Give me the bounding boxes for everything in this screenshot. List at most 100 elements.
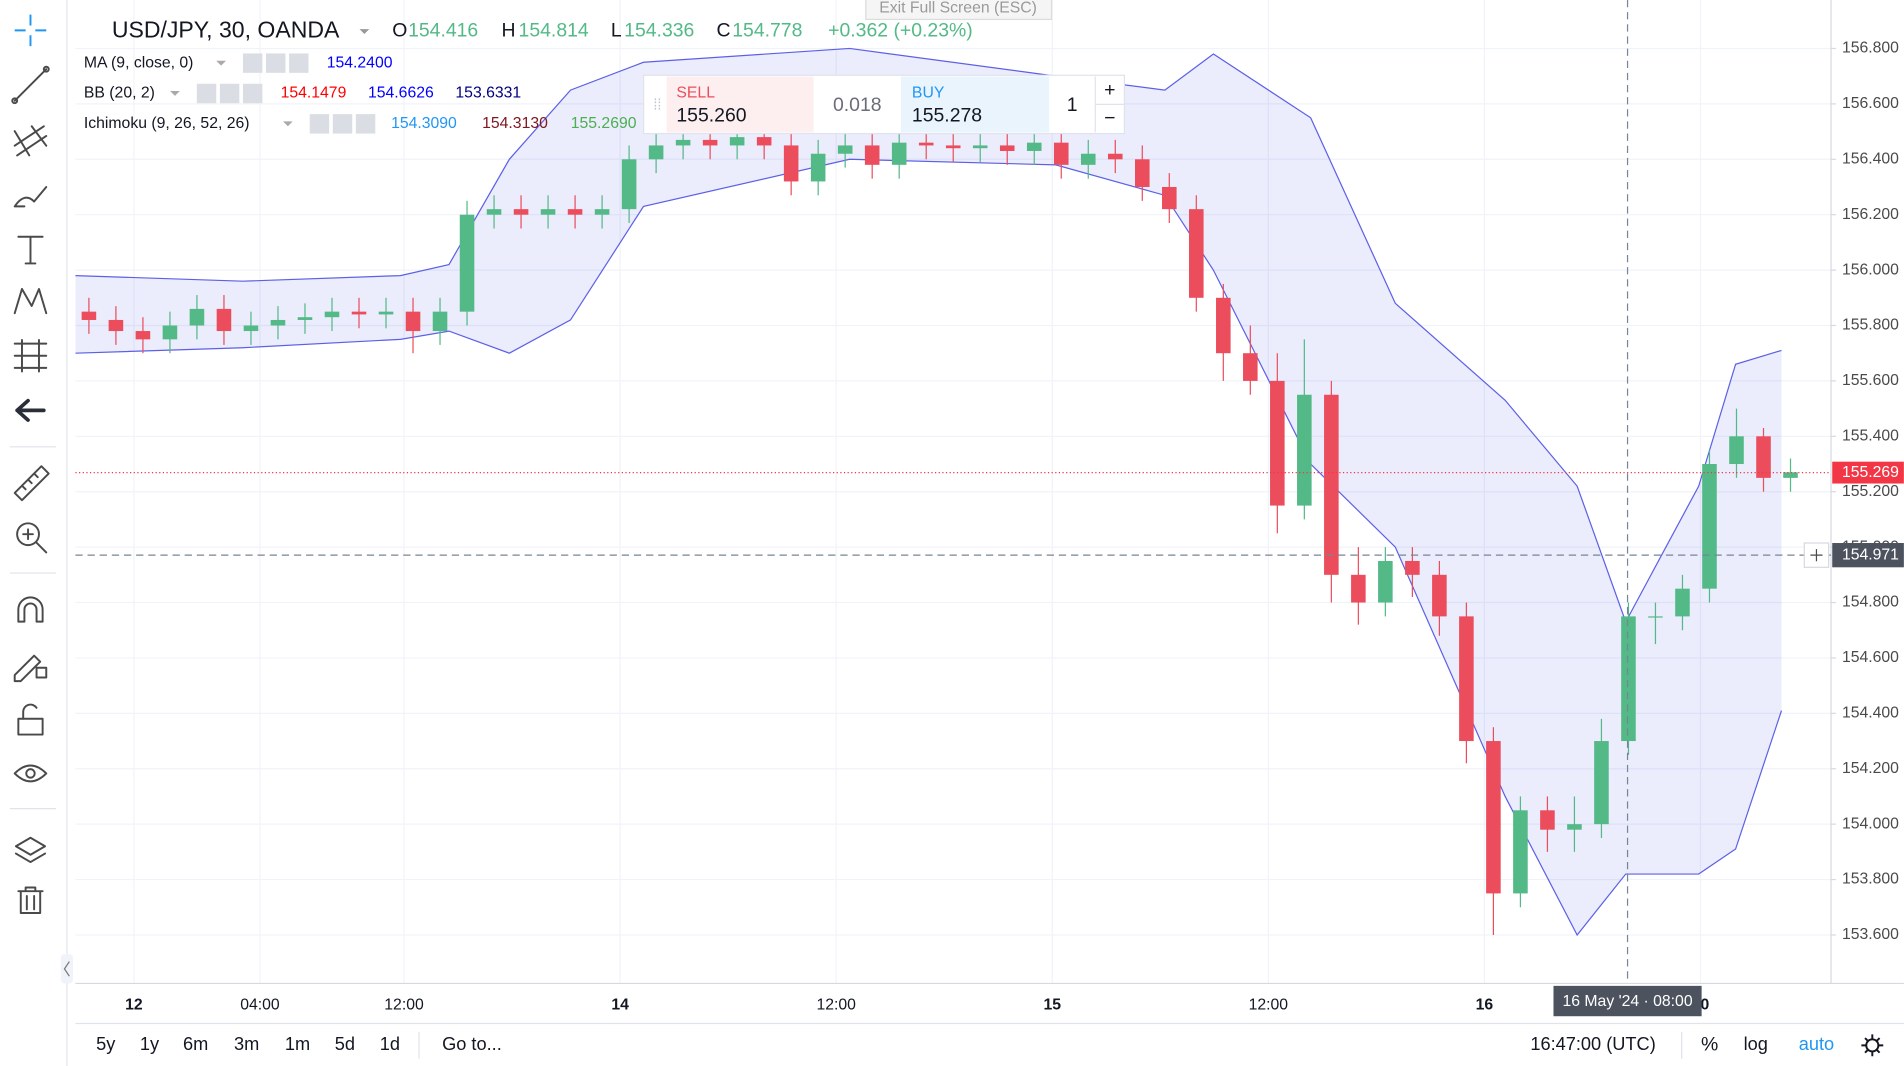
range-button[interactable]: 5d	[335, 1034, 355, 1054]
indicator-name[interactable]: MA (9, close, 0)	[84, 54, 194, 71]
indicator-value: 154.3130	[482, 115, 548, 132]
candle-body	[648, 145, 664, 160]
indicator-caret[interactable]	[216, 60, 226, 66]
y-tick-label: 153.600	[1842, 926, 1899, 943]
close-value: 154.778	[732, 20, 802, 42]
candle-body	[729, 137, 745, 146]
timezone-clock[interactable]: 16:47:00 (UTC)	[1530, 1034, 1655, 1054]
log-toggle[interactable]: log	[1744, 1034, 1768, 1054]
spread: 0.018	[833, 94, 882, 116]
indicator-value: 155.2690	[571, 115, 637, 132]
y-tick-label: 155.400	[1842, 427, 1899, 444]
brush-tool[interactable]	[13, 186, 48, 208]
candle-body	[1783, 472, 1798, 478]
change-value: +0.362 (+0.23%)	[828, 20, 973, 42]
candle-body	[540, 209, 556, 215]
indicator-button[interactable]	[332, 114, 353, 134]
indicator-caret[interactable]	[170, 91, 180, 96]
symbol-caret[interactable]	[359, 29, 370, 34]
candle-body	[945, 145, 961, 149]
indicator-caret[interactable]	[283, 121, 293, 127]
y-tick-label: 155.600	[1842, 372, 1899, 389]
magnet-tool[interactable]	[17, 596, 44, 623]
collapse-toolbar[interactable]	[60, 954, 73, 984]
text-tool[interactable]	[17, 235, 44, 265]
candle-body	[1053, 142, 1069, 165]
quantity[interactable]: 1	[1067, 94, 1078, 116]
pattern-tool[interactable]	[13, 287, 48, 315]
drag-handle: ⁞⁞	[653, 97, 661, 113]
exit-fullscreen-hint[interactable]	[865, 0, 1053, 21]
stay-in-drawing-tool[interactable]	[13, 654, 48, 683]
left-toolbar	[0, 0, 73, 1066]
trend-line-tool[interactable]	[11, 65, 50, 105]
range-button[interactable]: 6m	[183, 1034, 208, 1054]
candle-body	[999, 145, 1015, 151]
candle-body	[702, 139, 718, 146]
indicator-button[interactable]	[196, 83, 217, 104]
candle-body	[594, 209, 610, 215]
range-button[interactable]: 1d	[380, 1034, 400, 1054]
candle-body	[108, 319, 124, 332]
range-button[interactable]: 1m	[285, 1034, 310, 1054]
crosshair-plus[interactable]	[1810, 549, 1823, 562]
back-tool[interactable]	[15, 398, 46, 422]
range-button[interactable]: 1y	[140, 1034, 160, 1054]
sell-button[interactable]	[666, 76, 814, 133]
candle-body	[459, 214, 475, 312]
percent-toggle[interactable]: %	[1701, 1033, 1718, 1055]
object-tree-tool[interactable]	[14, 836, 47, 863]
indicator-button[interactable]	[309, 114, 330, 134]
indicator-button[interactable]	[266, 53, 286, 73]
quantity-plus[interactable]: +	[1104, 79, 1115, 101]
last-price-label: 155.269	[1842, 464, 1899, 481]
band-fill	[75, 48, 1782, 935]
indicator-value: 154.6626	[368, 85, 434, 102]
low-label: L	[611, 20, 622, 42]
indicator-button[interactable]	[355, 114, 376, 134]
x-tick-label: 16	[1476, 996, 1494, 1013]
candle-body	[270, 319, 286, 326]
buy-button[interactable]	[901, 76, 1050, 133]
y-tick-label: 154.200	[1842, 760, 1899, 777]
indicator-button[interactable]	[289, 53, 309, 73]
delete-tool[interactable]	[17, 886, 44, 914]
indicator-button[interactable]	[219, 83, 240, 104]
candle-body	[810, 153, 826, 182]
x-tick-label: 04:00	[240, 996, 280, 1013]
pitchfork-tool[interactable]	[13, 125, 48, 157]
crosshair-tool[interactable]	[14, 14, 47, 47]
candle-body	[1621, 616, 1636, 742]
zoom-tool[interactable]	[16, 522, 48, 554]
buy-price: 155.278	[912, 105, 982, 127]
range-button[interactable]: 5y	[96, 1034, 116, 1054]
range-button[interactable]: 3m	[234, 1034, 259, 1054]
candle-body	[1702, 464, 1717, 589]
indicator-name[interactable]: BB (20, 2)	[84, 85, 155, 102]
candle-body	[1026, 142, 1042, 151]
candle-body	[486, 209, 502, 215]
quantity-minus[interactable]: −	[1104, 107, 1115, 129]
y-tick-label: 154.000	[1842, 815, 1899, 832]
symbol-title[interactable]: USD/JPY, 30, OANDA	[112, 17, 340, 43]
y-tick-label: 156.000	[1842, 261, 1899, 278]
candle-body	[1405, 560, 1420, 575]
auto-toggle[interactable]: auto	[1799, 1034, 1834, 1054]
indicator-button[interactable]	[242, 83, 263, 104]
candle-body	[81, 311, 97, 320]
lock-tool[interactable]	[17, 703, 44, 736]
candle-body	[243, 325, 259, 332]
crosshair-price-box	[1832, 543, 1904, 568]
indicator-button[interactable]	[242, 53, 263, 73]
candle-body	[1378, 560, 1393, 603]
measure-tool[interactable]	[13, 465, 50, 502]
sell-label: SELL	[676, 85, 715, 102]
settings-button[interactable]	[1861, 1034, 1884, 1057]
prediction-tool[interactable]	[13, 338, 48, 373]
x-tick-label: 15	[1043, 996, 1061, 1013]
indicator-name[interactable]: Ichimoku (9, 26, 52, 26)	[84, 115, 250, 132]
goto-button[interactable]: Go to...	[442, 1034, 502, 1054]
visibility-tool[interactable]	[13, 764, 48, 783]
y-tick-label: 156.400	[1842, 150, 1899, 167]
